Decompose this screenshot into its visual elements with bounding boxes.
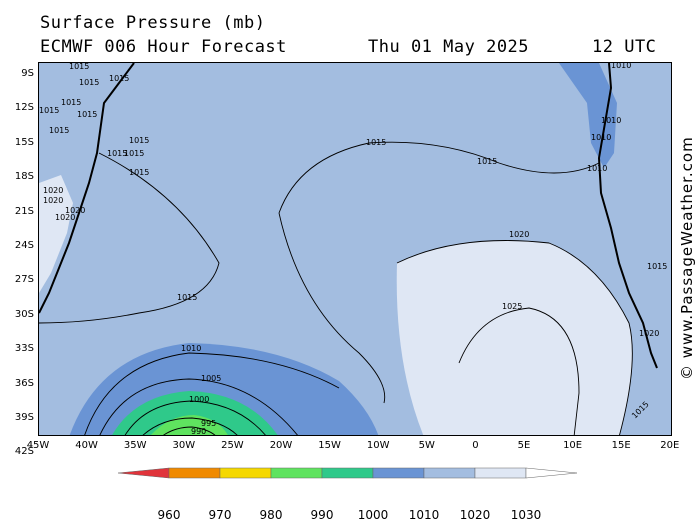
low-fill-990 (150, 415, 228, 435)
latitude-label: 36S (14, 377, 34, 389)
latitude-label: 15S (14, 136, 34, 148)
pressure-map: 1015 1015 1015 1015 1015 1015 1015 1015 … (38, 62, 672, 436)
latitude-label: 42S (14, 446, 34, 458)
longitude-label: 15W (318, 440, 341, 451)
contour-label: 1020 (509, 230, 529, 239)
contour-label: 1020 (43, 186, 63, 195)
pressure-legend (118, 467, 578, 479)
longitude-label: 45W (26, 440, 50, 451)
isobar-995 (142, 417, 238, 435)
isobar-1010 (84, 352, 340, 435)
low-fill-1000 (112, 391, 278, 435)
contour-label: 1020 (65, 206, 85, 215)
contour-label: 1015 (124, 149, 144, 158)
contour-label: 1015 (109, 74, 129, 83)
contour-label: 1015 (129, 136, 149, 145)
longitude-label: 35W (123, 440, 147, 451)
isobar-1000 (124, 400, 266, 435)
isobar-1005 (99, 378, 298, 435)
latitude-label: 18S (14, 171, 34, 183)
isobar-1015-north (278, 141, 600, 214)
contour-label: 1015 (39, 106, 59, 115)
forecast-time: 12 UTC (592, 37, 657, 57)
contour-label: 1015 (77, 110, 97, 119)
contour-label: 1015 (129, 168, 149, 177)
legend-swatch (423, 467, 476, 479)
contour-label: 1015 (477, 157, 497, 166)
longitude-label: 40W (75, 440, 98, 451)
legend-swatch (168, 467, 221, 479)
contour-label: 1010 (591, 133, 611, 142)
contour-label: 1020 (639, 329, 659, 338)
legend-value: 1030 (510, 508, 542, 522)
legend-value: 970 (208, 508, 232, 522)
legend-swatch (372, 467, 425, 479)
longitude-label: 5E (517, 440, 531, 451)
longitude-label: 10E (563, 440, 583, 451)
isobar-1020 (396, 240, 633, 435)
contour-label: 995 (201, 419, 216, 428)
south-america-coast (39, 63, 135, 314)
legend-value: 960 (157, 508, 181, 522)
contour-label: 1000 (189, 395, 209, 404)
latitude-label: 12S (14, 102, 34, 114)
longitude-label: 20W (269, 440, 293, 451)
isobar-1015-west (39, 152, 220, 324)
contour-label: 1005 (201, 374, 221, 383)
latitude-label: 30S (14, 308, 34, 320)
credit-watermark: © www.PassageWeather.com (678, 136, 696, 380)
longitude-label: 5W (418, 440, 435, 451)
chart-title: Surface Pressure (mb) (40, 13, 266, 33)
legend-value: 980 (259, 508, 283, 522)
model-label: ECMWF 006 Hour Forecast (40, 37, 287, 57)
contour-label: 1010 (587, 164, 607, 173)
coastal-high-fill (39, 175, 73, 293)
contour-label: 990 (191, 427, 206, 436)
legend-value: 990 (310, 508, 334, 522)
longitude-label: 25W (221, 440, 244, 451)
longitude-label: 30W (172, 440, 196, 451)
longitude-label: 15E (611, 440, 631, 451)
contour-label: 1025 (502, 302, 522, 311)
contour-label: 1015 (107, 149, 127, 158)
legend-swatch (321, 467, 374, 479)
latitude-label: 9S (21, 68, 34, 79)
africa-coast (597, 63, 658, 369)
legend-value: 1000 (357, 508, 389, 522)
contour-label: 1015 (647, 262, 667, 271)
contour-label: 1010 (181, 344, 201, 353)
forecast-date: Thu 01 May 2025 (368, 37, 530, 57)
contour-label: 1010 (601, 116, 621, 125)
latitude-label: 39S (14, 412, 34, 423)
legend-value: 1010 (408, 508, 440, 522)
contour-label: 1020 (43, 196, 63, 205)
isobar-1025 (458, 307, 580, 435)
legend-swatch (525, 467, 578, 479)
contour-label: 1015 (177, 293, 197, 302)
latitude-label: 21S (14, 205, 34, 217)
contour-label: 1020 (55, 213, 75, 222)
latitude-label: 24S (14, 240, 34, 251)
contour-label: 1015 (61, 98, 81, 107)
latitude-label: 27S (14, 274, 34, 286)
contour-label: 1015 (69, 63, 89, 71)
legend-swatch (474, 467, 527, 479)
contour-label: 1015 (49, 126, 69, 135)
legend-value: 1020 (459, 508, 491, 522)
legend-swatch (219, 467, 272, 479)
longitude-label: 10W (366, 440, 390, 451)
contour-label: 1010 (611, 63, 631, 70)
contour-label: 1015 (79, 78, 99, 87)
isobar-1015-central (278, 212, 386, 404)
legend-swatch (118, 467, 170, 479)
contour-label: 1015 (366, 138, 386, 147)
legend-swatch (270, 467, 323, 479)
isobar-990 (163, 426, 216, 435)
latitude-label: 33S (14, 343, 34, 355)
longitude-label: 20E (660, 440, 680, 451)
high-pressure-fill (396, 240, 633, 435)
longitude-label: 0 (472, 440, 479, 451)
